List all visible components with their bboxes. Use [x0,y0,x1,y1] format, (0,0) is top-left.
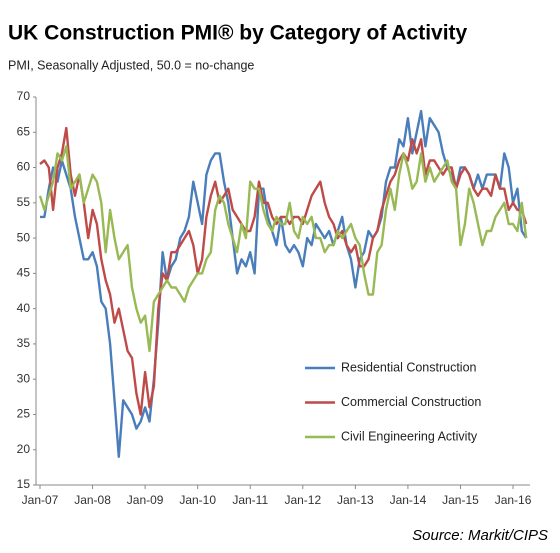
legend-label: Civil Engineering Activity [341,429,478,443]
x-tick-label: Jan-13 [337,493,374,507]
source: Source: Markit/CIPS [412,527,548,544]
x-tick-label: Jan-09 [127,493,164,507]
x-tick-label: Jan-14 [390,493,427,507]
x-tick-label: Jan-16 [495,493,532,507]
y-tick-label: 30 [17,371,31,385]
y-tick-label: 20 [17,442,31,456]
chart-subtitle: PMI, Seasonally Adjusted, 50.0 = no-chan… [8,58,254,72]
x-tick-label: Jan-07 [22,493,59,507]
x-tick-label: Jan-08 [74,493,111,507]
y-tick-label: 25 [17,407,31,421]
legend-label: Commercial Construction [341,395,481,409]
y-tick-label: 15 [17,477,31,491]
series-line [38,145,528,353]
y-tick-label: 65 [17,124,31,138]
x-tick-label: Jan-10 [179,493,216,507]
y-tick-label: 35 [17,336,31,350]
y-tick-label: 70 [17,89,31,103]
y-tick-label: 55 [17,195,31,209]
series-line [39,126,528,416]
y-tick-label: 40 [17,301,31,315]
y-tick-label: 60 [17,160,31,174]
chart-title: UK Construction PMI® by Category of Acti… [8,22,468,45]
series-line [40,109,528,458]
y-tick-label: 45 [17,266,31,280]
x-tick-label: Jan-15 [442,493,479,507]
x-tick-label: Jan-12 [284,493,321,507]
x-tick-label: Jan-11 [232,493,268,507]
y-tick-label: 50 [17,230,31,244]
legend-label: Residential Construction [341,360,477,374]
